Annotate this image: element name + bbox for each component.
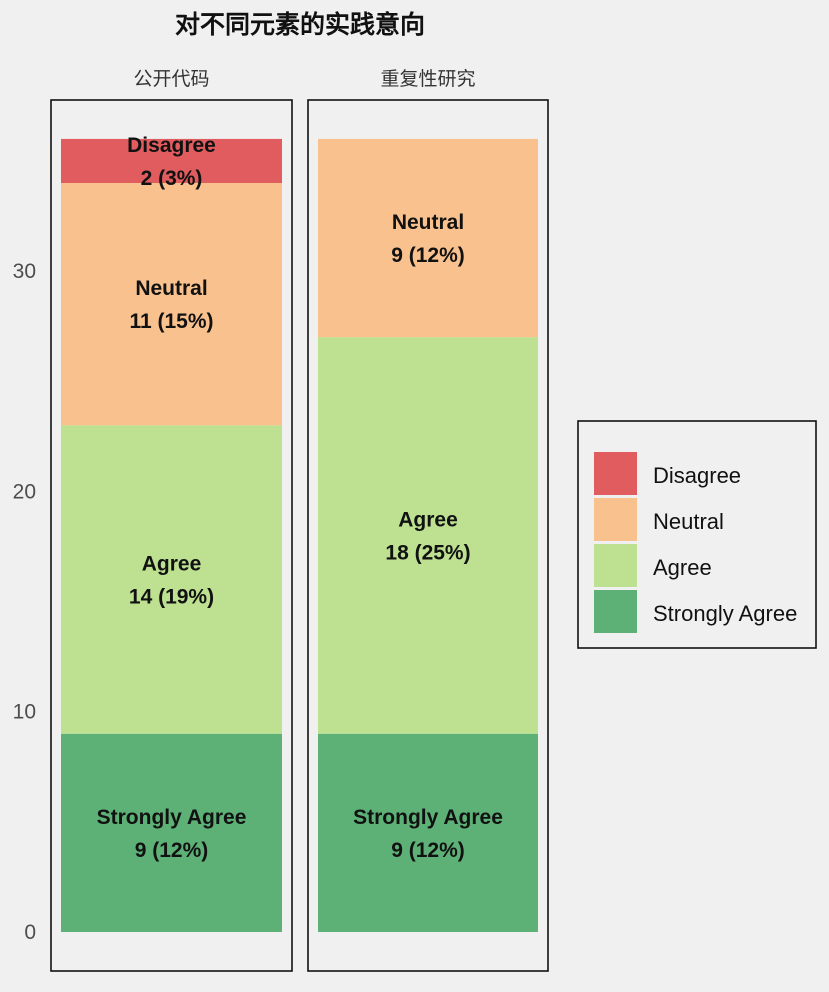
segment-value-label: 14 (19%) bbox=[129, 586, 214, 609]
panel-border bbox=[50, 99, 293, 972]
panel-border bbox=[307, 99, 549, 972]
bar-segment bbox=[318, 733, 538, 932]
bar-segment bbox=[318, 138, 538, 338]
legend-swatch bbox=[594, 544, 637, 587]
legend: Disagree Neutral Agree Strongly Agree bbox=[577, 420, 817, 649]
y-axis: 0 10 20 30 bbox=[13, 260, 36, 944]
facet-panel: 重复性研究 Strongly Agree 9 (12%) Agree 18 (25%) N… bbox=[307, 68, 549, 972]
chart-title: 对不同元素的实践意向 bbox=[175, 10, 425, 39]
segment-category-label: Neutral bbox=[135, 277, 207, 300]
segment-value-label: 9 (12%) bbox=[391, 244, 465, 267]
legend-swatch bbox=[594, 498, 637, 541]
segment-value-label: 18 (25%) bbox=[385, 541, 470, 564]
facet-label: 重复性研究 bbox=[380, 68, 475, 90]
bar-segment bbox=[61, 425, 282, 734]
facet-panel: 公开代码 Strongly Agree 9 (12%) Agree 14 (19%) Ne… bbox=[50, 68, 293, 972]
segment-value-label: 9 (12%) bbox=[391, 839, 465, 862]
segment-value-label: 11 (15%) bbox=[129, 310, 213, 333]
segment-value-label: 2 (3%) bbox=[141, 167, 203, 190]
segment-category-label: Disagree bbox=[127, 134, 216, 157]
legend-label: Disagree bbox=[653, 463, 741, 488]
segment-category-label: Agree bbox=[142, 553, 202, 576]
facet-panels: 公开代码 Strongly Agree 9 (12%) Agree 14 (19%) Ne… bbox=[50, 68, 549, 972]
legend-label: Neutral bbox=[653, 509, 724, 534]
segment-value-label: 9 (12%) bbox=[135, 839, 209, 862]
facet-label: 公开代码 bbox=[133, 68, 209, 90]
legend-label: Agree bbox=[653, 555, 712, 580]
y-tick-label: 20 bbox=[13, 480, 36, 503]
y-tick-label: 10 bbox=[13, 701, 36, 724]
legend-swatch bbox=[594, 590, 637, 633]
segment-category-label: Strongly Agree bbox=[97, 806, 247, 829]
bar-segment bbox=[61, 182, 282, 426]
bar-segment bbox=[318, 337, 538, 734]
legend-label: Strongly Agree bbox=[653, 601, 797, 626]
segment-category-label: Agree bbox=[398, 508, 458, 531]
y-tick-label: 30 bbox=[13, 260, 36, 283]
segment-category-label: Neutral bbox=[392, 211, 464, 234]
y-tick-label: 0 bbox=[24, 921, 36, 944]
legend-swatch bbox=[594, 452, 637, 495]
bar-segment bbox=[61, 138, 282, 183]
segment-category-label: Strongly Agree bbox=[353, 806, 503, 829]
bar-segment bbox=[61, 733, 282, 932]
